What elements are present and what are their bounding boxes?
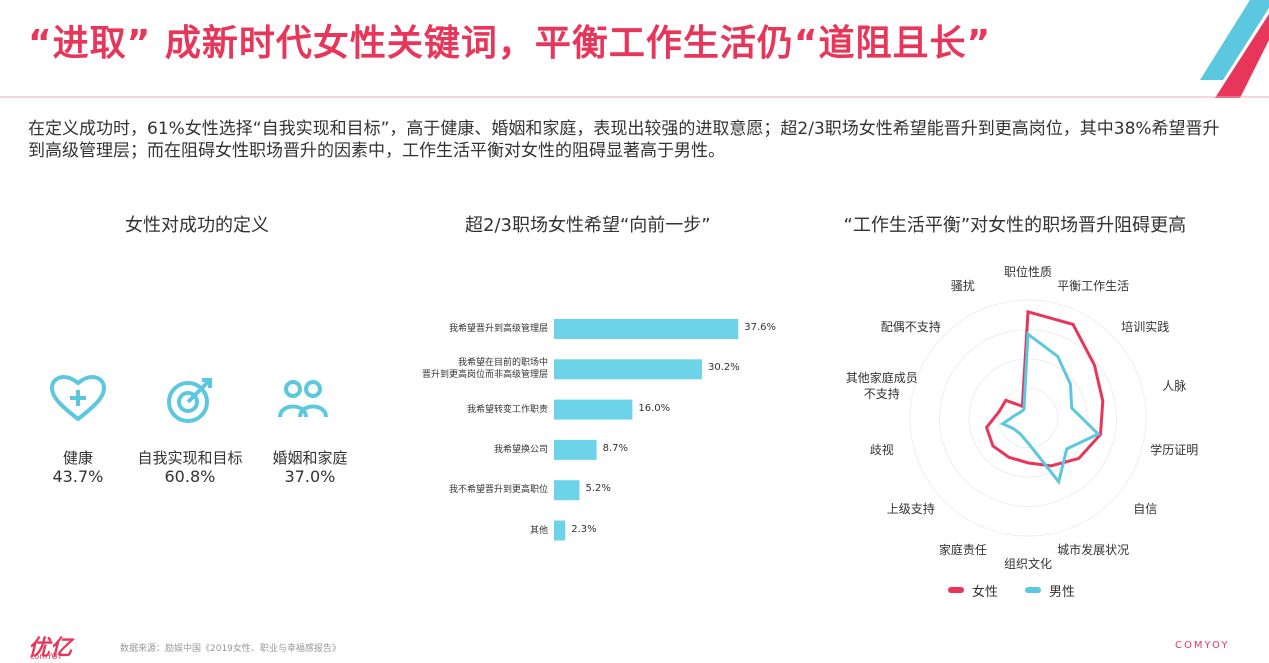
- bar: [554, 319, 739, 339]
- chart-title: “工作生活平衡”对女性的职场晋升阻碍更高: [843, 215, 1187, 236]
- title: “进取” 成新时代女性关键词，平衡工作生活仍“道阻且长”: [28, 23, 992, 64]
- legend-swatch: [948, 587, 964, 593]
- axis-label: 职位性质: [1004, 265, 1053, 279]
- value-label: 37.6%: [744, 322, 777, 333]
- axis-label: 组织文化: [1004, 557, 1053, 571]
- series-line: [999, 331, 1101, 486]
- axis-label: 配偶不支持: [880, 319, 941, 334]
- bar: [554, 439, 597, 460]
- grid-ring: [909, 299, 1147, 537]
- axis-label: 人脉: [1162, 378, 1187, 393]
- bar: [554, 480, 580, 501]
- legend-label: 男性: [1049, 585, 1076, 600]
- series-line: [984, 309, 1105, 468]
- axis-label: 学历证明: [1150, 443, 1199, 458]
- chart-title: 女性对成功的定义: [125, 215, 269, 236]
- bar-label: 我希望转变工作职责: [467, 404, 549, 415]
- axis-label: 骚扰: [950, 279, 975, 294]
- axis-label: 自信: [1133, 502, 1158, 517]
- axis-label: 平衡工作生活: [1057, 279, 1130, 294]
- bar-label: 其他: [530, 525, 549, 536]
- value-label: 30.2%: [707, 362, 740, 374]
- value-label: 2.3%: [571, 523, 597, 535]
- value-label: 8.7%: [602, 442, 629, 454]
- axis-label: 上级支持: [886, 502, 935, 517]
- stat-label: 婚姻和家庭: [272, 449, 348, 467]
- axis-label: 其他家庭成员 不支持: [845, 370, 918, 401]
- value-label: 5.2%: [585, 483, 611, 495]
- decor: [1200, 0, 1269, 80]
- grid-ring: [968, 358, 1088, 478]
- axis-label: 培训实践: [1121, 319, 1170, 334]
- decor: [1215, 14, 1269, 98]
- logo: 优亿: [28, 636, 73, 661]
- stat-value: 37.0%: [284, 467, 336, 486]
- value-label: 16.0%: [638, 402, 671, 414]
- bar-label: 我希望晋升到高级管理层: [449, 324, 549, 334]
- axis-label: 歧视: [869, 443, 894, 458]
- brand: COMYOY: [1175, 640, 1230, 651]
- axis-label: 城市发展状况: [1057, 542, 1130, 557]
- bar: [554, 520, 566, 541]
- logo-sub: comYOY: [30, 652, 63, 661]
- stat-label: 自我实现和目标: [137, 449, 243, 467]
- bar-label: 我希望在目前的职场中 晋升到更高岗位而非高级管理层: [422, 358, 549, 381]
- axis-label: 家庭责任: [938, 542, 987, 557]
- bar: [554, 359, 702, 380]
- stat-label: 健康: [63, 449, 94, 467]
- bar: [554, 399, 633, 420]
- legend-swatch: [1025, 587, 1041, 593]
- grid-ring: [998, 388, 1058, 448]
- source: 数据来源：励娱中国《2019女性、职业与幸福感报告》: [120, 644, 341, 654]
- bar-label: 我不希望晋升到更高职位: [449, 485, 549, 496]
- icons: [49, 375, 328, 423]
- description: 在定义成功时，61%女性选择“自我实现和目标”，高于健康、婚姻和家庭，表现出较强…: [28, 119, 1220, 161]
- chart-title: 超2/3职场女性希望“向前一步”: [465, 215, 711, 236]
- stat-value: 43.7%: [52, 467, 104, 486]
- bar-label: 我希望换公司: [494, 444, 549, 455]
- legend-label: 女性: [972, 585, 999, 600]
- stat-value: 60.8%: [164, 467, 216, 486]
